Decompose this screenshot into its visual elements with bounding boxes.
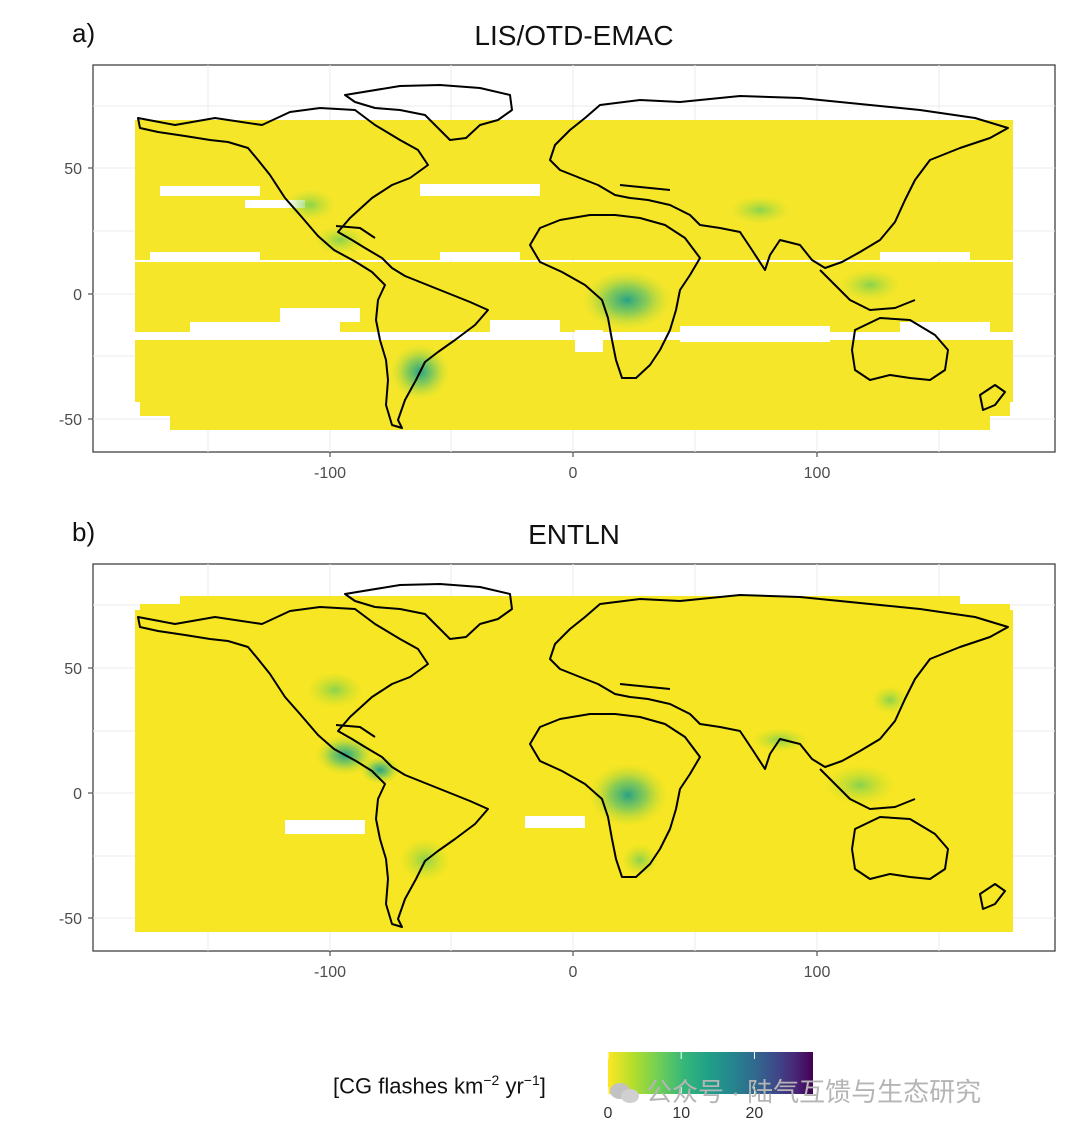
panel-b-data-field bbox=[135, 596, 1013, 932]
legend-exp-1: −2 bbox=[483, 1072, 500, 1088]
panel-b-letter: b) bbox=[72, 517, 96, 547]
legend-exp-2: −1 bbox=[523, 1072, 540, 1088]
panel-a-plot: 50 0 -50 -100 0 100 bbox=[59, 64, 1056, 482]
panel-b-coastlines bbox=[137, 583, 1009, 928]
legend-title: [CG flashes km−2 yr−1] bbox=[333, 1072, 546, 1099]
colorbar-tick-label: 10 bbox=[672, 1105, 690, 1122]
colorbar-tick-label: 0 bbox=[604, 1105, 613, 1122]
colorbar-ticks: 0 10 20 bbox=[604, 1052, 764, 1122]
colorbar-gradient bbox=[608, 1052, 813, 1094]
panel-b-ytick-neg50: -50 bbox=[59, 911, 82, 928]
watermark-text: 公众号 · 陆气互馈与生态研究 bbox=[646, 1077, 982, 1107]
panel-a-ytick-neg50: -50 bbox=[59, 412, 82, 429]
panel-a-xtick-100: 100 bbox=[804, 465, 831, 482]
panel-b-xtick-100: 100 bbox=[804, 964, 831, 981]
legend-title-end: ] bbox=[539, 1073, 546, 1099]
legend-title-text: [CG flashes km bbox=[333, 1073, 484, 1099]
panel-a-title: LIS/OTD-EMAC bbox=[474, 20, 674, 51]
panel-a-gaps bbox=[150, 184, 990, 352]
panel-b-xtick-neg100: -100 bbox=[314, 964, 346, 981]
panel-a-xtick-neg100: -100 bbox=[314, 465, 346, 482]
panel-a-ytick-50: 50 bbox=[64, 161, 82, 178]
panel-b-title: ENTLN bbox=[528, 519, 620, 550]
panel-a-axis-ticks bbox=[88, 167, 818, 457]
colorbar: 0 10 20 bbox=[604, 1052, 813, 1122]
panel-b-plot: 50 0 -50 -100 0 100 bbox=[59, 563, 1056, 981]
panel-b-xtick-0: 0 bbox=[569, 964, 578, 981]
colorbar-tick-label: 20 bbox=[746, 1105, 764, 1122]
panel-a-letter: a) bbox=[72, 18, 96, 48]
panel-a-coastlines bbox=[137, 84, 1009, 429]
panel-b-gaps bbox=[140, 596, 1010, 834]
panel-a-xtick-0: 0 bbox=[569, 465, 578, 482]
watermark: 公众号 · 陆气互馈与生态研究 bbox=[610, 1072, 981, 1109]
panel-b-ytick-0: 0 bbox=[73, 786, 82, 803]
panel-b-axis-ticks bbox=[88, 667, 818, 956]
wechat-icon bbox=[610, 1083, 640, 1105]
panel-b-ytick-50: 50 bbox=[64, 661, 82, 678]
legend-title-mid: yr bbox=[499, 1073, 524, 1099]
panel-a-ytick-0: 0 bbox=[73, 287, 82, 304]
